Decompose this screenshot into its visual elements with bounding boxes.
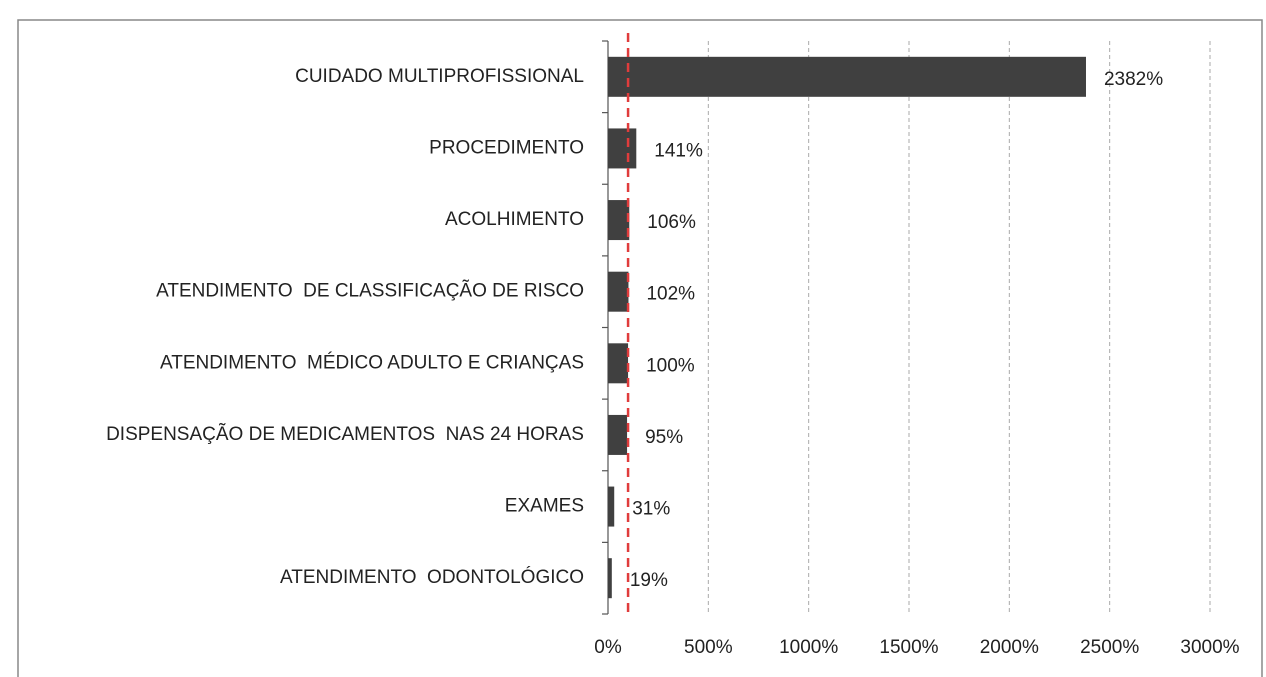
y-tick-label: DISPENSAÇÃO DE MEDICAMENTOS NAS 24 HORAS [106,423,584,445]
x-tick-label: 500% [684,637,733,658]
bar [608,200,630,241]
bar [608,486,615,527]
y-tick-label: ATENDIMENTO DE CLASSIFICAÇÃO DE RISCO [156,280,584,302]
y-tick-label: PROCEDIMENTO [429,137,584,158]
y-tick-label: ATENDIMENTO MÉDICO ADULTO E CRIANÇAS [160,352,584,373]
bar [608,558,612,599]
x-tick-label: 2000% [980,637,1039,658]
value-label: 141% [654,140,703,161]
value-label: 102% [646,284,695,305]
value-label: 106% [647,212,696,233]
x-tick-label: 2500% [1080,637,1139,658]
bar [608,343,629,384]
x-tick-label: 1000% [779,637,838,658]
y-tick-label: ATENDIMENTO ODONTOLÓGICO [280,566,584,588]
x-tick-label: 0% [594,637,622,658]
bar [608,271,629,312]
x-tick-label: 3000% [1180,637,1239,658]
y-tick-label: CUIDADO MULTIPROFISSIONAL [295,66,584,87]
frame [17,19,1263,677]
value-label: 31% [632,499,670,520]
value-label: 19% [630,570,668,591]
value-label: 2382% [1104,69,1163,90]
bar [608,56,1086,97]
value-label: 100% [646,355,695,376]
y-tick-label: ACOLHIMENTO [445,209,584,230]
bar [608,128,637,169]
y-tick-label: EXAMES [505,496,584,517]
bar [608,414,628,455]
x-tick-label: 1500% [879,637,938,658]
value-label: 95% [645,427,683,448]
